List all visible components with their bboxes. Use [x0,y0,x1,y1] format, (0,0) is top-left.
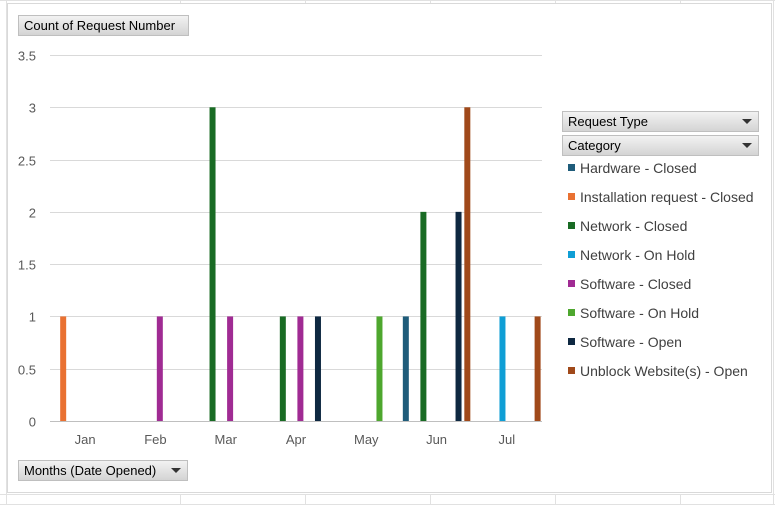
legend-swatch [568,222,575,229]
x-tick-label: Jan [75,432,96,447]
legend-field-label: Category [568,138,621,153]
legend-label: Network - Closed [580,218,688,234]
y-tick-label: 0 [29,415,36,430]
pivot-chart[interactable] [7,3,772,493]
legend-swatch [568,338,575,345]
legend-label: Unblock Website(s) - Open [580,363,748,379]
legend-item[interactable]: Unblock Website(s) - Open [568,363,748,381]
axis-field-label: Months (Date Opened) [24,463,157,478]
bar-hardware-closed-jun[interactable] [402,316,409,421]
bar-network-closed-apr[interactable] [279,316,286,421]
y-tick-label: 2.5 [18,154,36,169]
y-tick-label: 3.5 [18,49,36,64]
bar-network-on-hold-jul[interactable] [499,316,506,421]
y-tick-label: 1.5 [18,258,36,273]
bar-software-closed-mar[interactable] [227,316,234,421]
legend-item[interactable]: Software - On Hold [568,305,699,323]
legend-swatch [568,251,575,258]
filter-field-button[interactable]: Request Type [562,111,759,132]
y-tick-label: 2 [29,206,36,221]
legend-field-button[interactable]: Category [562,135,759,156]
bar-network-closed-mar[interactable] [209,107,216,422]
dropdown-arrow-icon[interactable] [742,119,752,124]
filter-field-label: Request Type [568,114,648,129]
y-tick-label: 1 [29,310,36,325]
legend-swatch [568,280,575,287]
x-tick-label: Apr [286,432,307,447]
legend-item[interactable]: Network - On Hold [568,247,695,265]
bar-installation-request-closed-jan[interactable] [60,316,67,421]
x-tick-label: Feb [144,432,166,447]
legend-label: Installation request - Closed [580,189,754,205]
legend-label: Network - On Hold [580,247,696,263]
bar-software-closed-apr[interactable] [297,316,304,421]
legend-label: Software - Closed [580,276,692,292]
value-field-button[interactable]: Count of Request Number [18,15,189,36]
x-tick-label: Mar [215,432,238,447]
bar-unblock-website-s-open-jun[interactable] [464,107,471,422]
legend-item[interactable]: Software - Open [568,334,682,352]
y-tick-label: 0.5 [18,363,36,378]
dropdown-arrow-icon[interactable] [742,143,752,148]
bar-software-on-hold-may[interactable] [376,316,383,421]
x-tick-label: Jul [499,432,516,447]
bar-software-open-apr[interactable] [314,316,321,421]
dropdown-arrow-icon[interactable] [171,468,181,473]
legend-label: Software - On Hold [580,305,700,321]
bar-software-open-jun[interactable] [455,211,462,421]
legend-swatch [568,164,575,171]
legend-item[interactable]: Software - Closed [568,276,691,294]
legend-swatch [568,193,575,200]
bar-unblock-website-s-open-jul[interactable] [534,316,541,421]
legend-item[interactable]: Network - Closed [568,218,687,236]
legend-swatch [568,309,575,316]
axis-field-button[interactable]: Months (Date Opened) [18,460,188,481]
legend-swatch [568,367,575,374]
bar-software-closed-feb[interactable] [156,316,163,421]
legend-item[interactable]: Hardware - Closed [568,160,697,178]
legend-item[interactable]: Installation request - Closed [568,189,754,207]
x-tick-label: May [354,432,379,447]
legend-label: Software - Open [580,334,682,350]
x-tick-label: Jun [426,432,447,447]
value-field-label: Count of Request Number [24,18,176,33]
legend-label: Hardware - Closed [580,160,697,176]
y-tick-label: 3 [29,101,36,116]
bar-network-closed-jun[interactable] [420,211,427,421]
